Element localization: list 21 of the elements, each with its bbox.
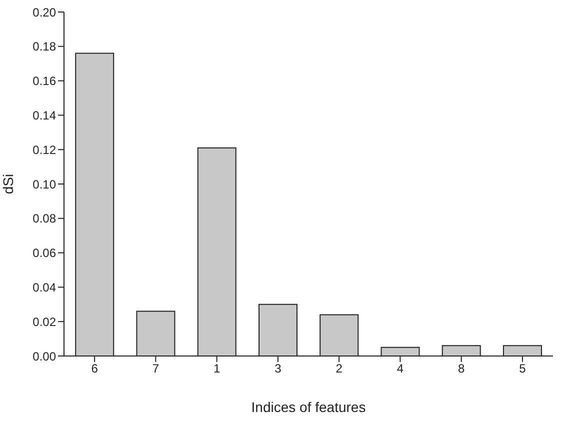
y-tick-label: 0.10	[32, 177, 56, 192]
x-tick-label: 6	[91, 362, 98, 376]
y-tick-label: 0.20	[32, 5, 56, 20]
y-tick-label: 0.16	[32, 74, 56, 88]
y-tick-label: 0.06	[32, 246, 56, 260]
x-tick-label: 3	[274, 362, 282, 376]
x-tick-label: 8	[458, 362, 465, 376]
y-tick-label: 0.04	[32, 280, 56, 294]
x-tick-label: 2	[336, 362, 343, 376]
y-tick-label: 0.08	[32, 212, 56, 226]
x-tick-label: 4	[396, 362, 404, 376]
y-tick-label: 0.00	[32, 349, 56, 364]
y-tick-label: 0.18	[32, 40, 56, 54]
x-tick-label: 5	[519, 362, 526, 376]
y-axis-title: dSi	[0, 174, 16, 194]
x-axis-title: Indices of features	[251, 399, 366, 415]
y-tick-label: 0.02	[32, 314, 56, 329]
x-tick-label: 7	[152, 362, 160, 376]
y-tick-label: 0.12	[32, 142, 56, 157]
x-tick-label: 1	[213, 362, 220, 376]
y-tick-label: 0.14	[32, 108, 56, 122]
